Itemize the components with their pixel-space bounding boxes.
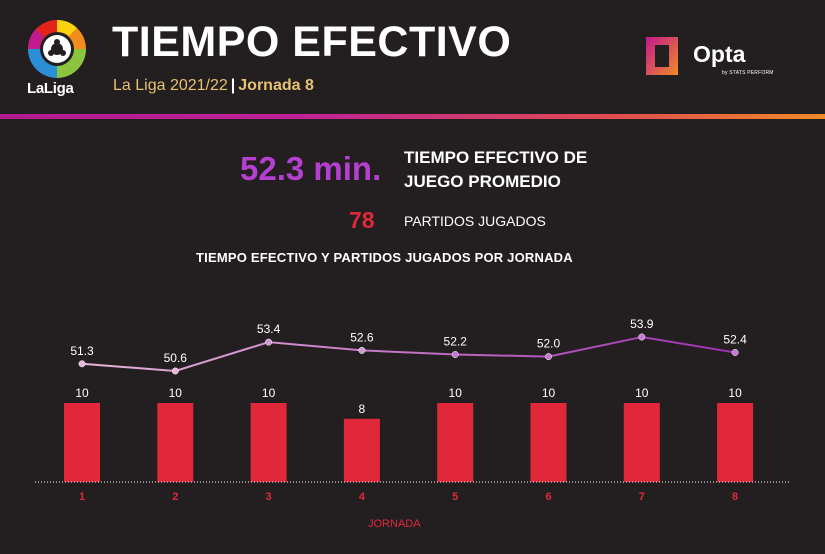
bar-value-label: 10 <box>75 386 89 400</box>
x-tick-label: 3 <box>266 491 272 503</box>
bar-value-label: 10 <box>262 386 276 400</box>
line-value-label: 53.4 <box>257 322 281 336</box>
bar <box>250 403 287 482</box>
line-value-label: 52.6 <box>350 330 374 344</box>
opta-sub-text: by STATS PERFORM <box>722 70 774 76</box>
line-value-label: 53.9 <box>630 317 654 331</box>
bar <box>623 403 660 482</box>
opta-logo-text: Opta <box>693 41 746 67</box>
x-tick-label: 7 <box>639 491 645 503</box>
line-value-label: 50.6 <box>164 351 188 365</box>
line-point <box>358 346 366 354</box>
line-point <box>265 338 273 346</box>
line-point <box>638 333 646 341</box>
bar-value-label: 10 <box>542 386 556 400</box>
round-label: Jornada 8 <box>238 77 314 94</box>
page-subtitle: La Liga 2021/22 | Jornada 8 <box>113 77 314 95</box>
line-value-label: 52.4 <box>723 332 747 346</box>
line-point <box>731 349 739 356</box>
avg-effective-time-label: TIEMPO EFECTIVO DE JUEGO PROMEDIO <box>404 148 588 191</box>
laliga-logo <box>28 20 86 78</box>
season-label: La Liga 2021/22 <box>113 77 228 94</box>
x-tick-label: 4 <box>359 491 366 503</box>
x-tick-label: 8 <box>732 491 738 503</box>
line-value-label: 51.3 <box>70 344 94 358</box>
bar <box>157 403 194 482</box>
bar-value-label: 10 <box>169 386 183 400</box>
page-title: TIEMPO EFECTIVO <box>112 18 512 66</box>
matches-played-value: 78 <box>349 207 375 233</box>
subtitle-separator: | <box>230 77 236 94</box>
line-point <box>171 367 179 375</box>
line-point <box>451 351 459 358</box>
matches-played-label: PARTIDOS JUGADOS <box>404 213 546 229</box>
line-point <box>545 353 552 361</box>
opta-logo <box>646 37 678 75</box>
laliga-logo-text: LaLiga <box>27 80 74 97</box>
x-tick-label: 2 <box>172 491 178 503</box>
chart-title: TIEMPO EFECTIVO Y PARTIDOS JUGADOS POR J… <box>196 250 573 265</box>
bar-value-label: 10 <box>635 386 649 400</box>
avg-effective-time-value: 52.3 min. <box>240 150 382 187</box>
line-value-label: 52.2 <box>444 335 468 349</box>
x-tick-label: 1 <box>79 491 85 503</box>
line-point <box>78 360 86 368</box>
line-value-label: 52.0 <box>537 337 561 351</box>
bar <box>343 418 380 482</box>
bar-value-label: 10 <box>728 386 742 400</box>
bar <box>64 403 100 482</box>
x-tick-label: 6 <box>545 491 551 503</box>
header-divider <box>0 114 825 119</box>
x-axis-label: JORNADA <box>368 518 421 530</box>
bar <box>437 403 474 482</box>
line-series <box>81 335 736 373</box>
bar <box>530 403 567 482</box>
bar-value-label: 8 <box>359 402 366 416</box>
bar <box>717 403 754 482</box>
x-tick-label: 5 <box>452 491 458 503</box>
bar-value-label: 10 <box>449 386 463 400</box>
